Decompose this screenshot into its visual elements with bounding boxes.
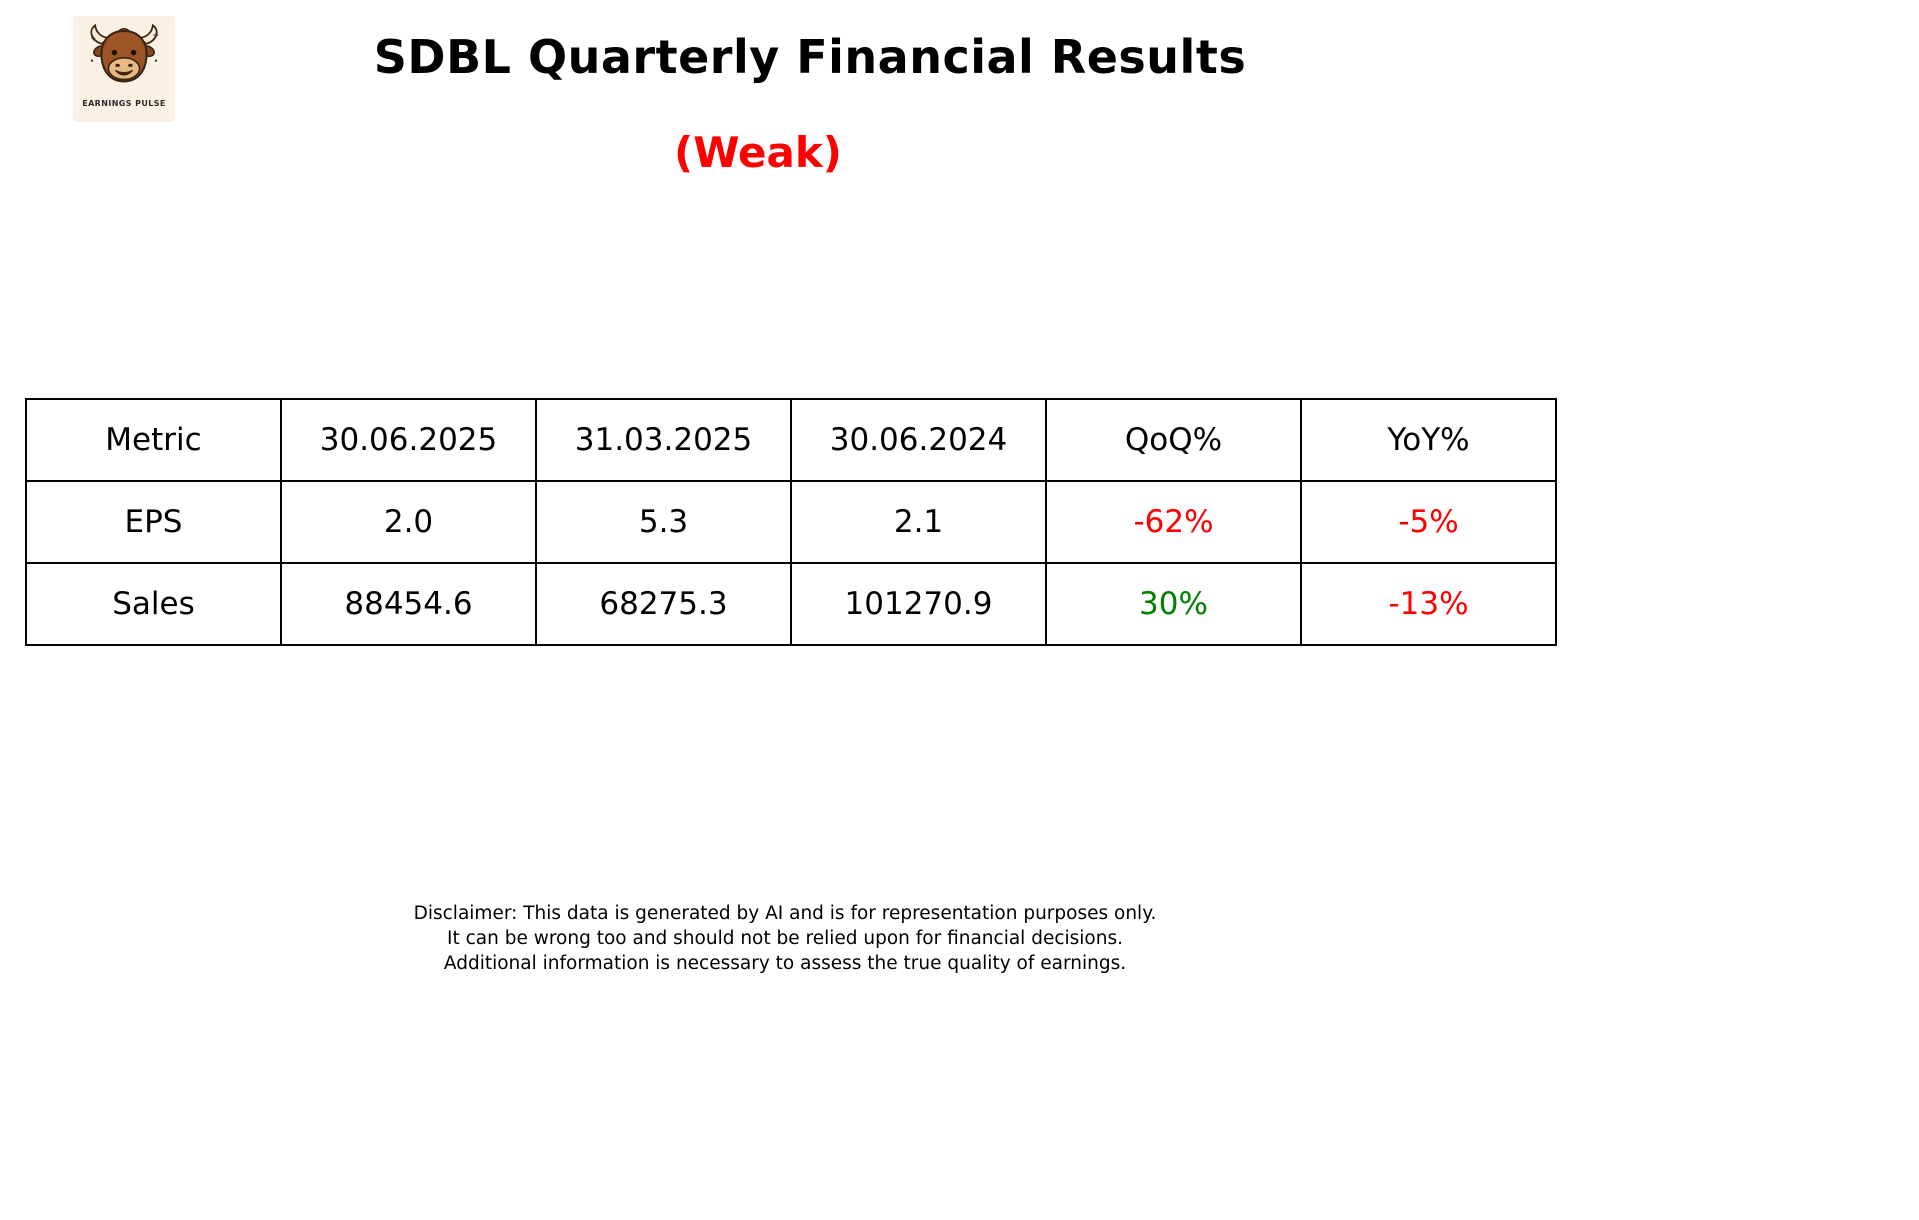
table-row-eps: EPS 2.0 5.3 2.1 -62% -5% — [25, 480, 1557, 564]
disclaimer: Disclaimer: This data is generated by AI… — [414, 902, 1157, 976]
eps-qoq-change: -62% — [1045, 480, 1302, 564]
earnings-pulse-logo: EARNINGS PULSE — [73, 16, 175, 122]
eps-yoy-change: -5% — [1300, 480, 1557, 564]
disclaimer-line-1: Disclaimer: This data is generated by AI… — [413, 903, 1157, 924]
sales-yoy-change: -13% — [1300, 562, 1557, 646]
sales-metric-label: Sales — [25, 562, 282, 646]
disclaimer-line-3: Additional information is necessary to a… — [443, 952, 1127, 974]
eps-value-previous: 5.3 — [535, 480, 792, 564]
col-header-yoy: YoY% — [1300, 398, 1557, 482]
col-header-q-yearago: 30.06.2024 — [790, 398, 1047, 482]
eps-value-yearago: 2.1 — [790, 480, 1047, 564]
col-header-q-previous: 31.03.2025 — [535, 398, 792, 482]
page-title: SDBL Quarterly Financial Results — [373, 30, 1247, 84]
eps-value-current: 2.0 — [280, 480, 537, 564]
col-header-metric: Metric — [25, 398, 282, 482]
sales-qoq-change: 30% — [1045, 562, 1302, 646]
sales-value-yearago: 101270.9 — [790, 562, 1047, 646]
sales-value-previous: 68275.3 — [535, 562, 792, 646]
verdict-label: (Weak) — [674, 128, 842, 177]
sales-value-current: 88454.6 — [280, 562, 537, 646]
eps-metric-label: EPS — [25, 480, 282, 564]
bull-icon — [90, 23, 159, 83]
results-table: Metric 30.06.2025 31.03.2025 30.06.2024 … — [25, 398, 1557, 646]
disclaimer-line-2: It can be wrong too and should not be re… — [447, 927, 1123, 949]
logo-brand-text: EARNINGS PULSE — [82, 99, 166, 108]
col-header-qoq: QoQ% — [1045, 398, 1302, 482]
table-header-row: Metric 30.06.2025 31.03.2025 30.06.2024 … — [25, 398, 1557, 482]
col-header-q-current: 30.06.2025 — [280, 398, 537, 482]
table-row-sales: Sales 88454.6 68275.3 101270.9 30% -13% — [25, 562, 1557, 646]
